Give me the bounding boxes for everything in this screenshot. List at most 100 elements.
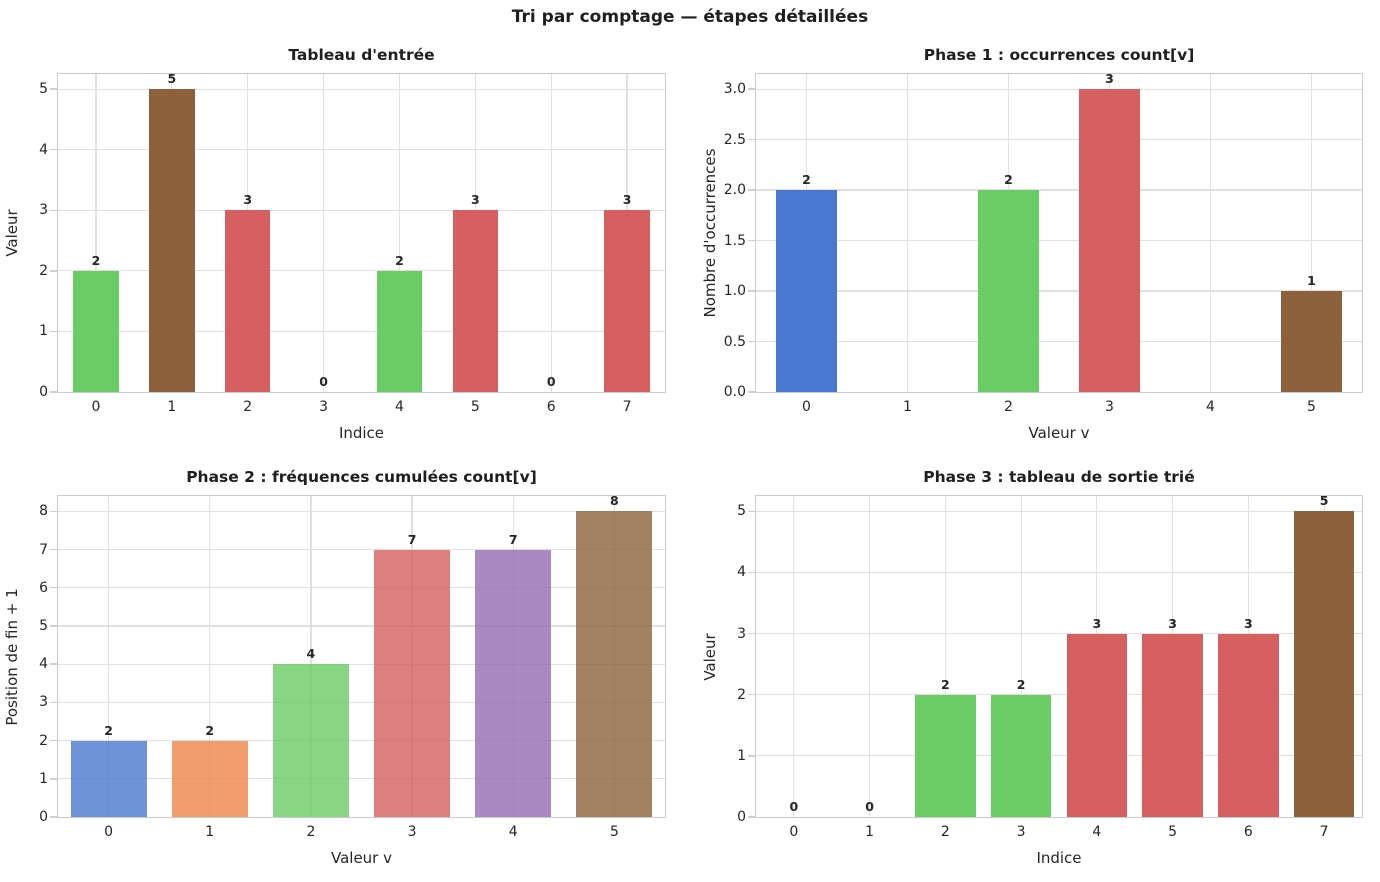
bar-value-label: 2: [1004, 172, 1013, 188]
gridline-vertical: [310, 496, 312, 817]
gridline-horizontal: [756, 88, 1362, 90]
y-tick-label: 0: [737, 809, 746, 825]
y-tick-label: 0: [39, 809, 48, 825]
bar: [73, 270, 119, 392]
y-tick-label: 1: [39, 770, 48, 787]
gridline-vertical: [944, 496, 946, 817]
x-tick-label: 7: [1319, 824, 1329, 840]
bar-value-label: 3: [1105, 71, 1114, 87]
axis-label-x: Indice: [1036, 849, 1082, 867]
x-tick-label: 4: [508, 824, 518, 840]
y-tick-mark: [50, 548, 57, 551]
gridline-horizontal: [58, 270, 665, 272]
gridline-horizontal: [756, 139, 1362, 141]
y-tick-label: 5: [737, 503, 746, 520]
bar-value-label: 0: [319, 374, 328, 389]
chart-phase1: Phase 1 : occurrences count[v] Nombre d'o…: [701, 46, 1363, 442]
gridline-vertical: [1310, 74, 1313, 392]
bar: [978, 190, 1039, 392]
gridline-horizontal: [58, 701, 665, 703]
bar: [776, 190, 837, 392]
y-tick-label: 0.5: [723, 333, 746, 350]
x-tick-label: 6: [546, 399, 556, 415]
gridline-horizontal: [58, 778, 665, 780]
y-tick-mark: [748, 239, 755, 242]
figure-title: Tri par comptage — étapes détaillées: [511, 7, 869, 27]
chart-title: Phase 2 : fréquences cumulées count[v]: [186, 468, 537, 486]
gridline-vertical: [209, 496, 211, 817]
y-tick-mark: [50, 586, 57, 589]
bar-value-label: 0: [789, 799, 799, 814]
y-tick-mark: [50, 88, 57, 90]
bar: [70, 740, 147, 817]
gridline-horizontal: [756, 755, 1362, 757]
y-tick-mark: [50, 148, 57, 151]
bar: [149, 89, 195, 392]
y-tick-mark: [748, 290, 755, 292]
gridline-horizontal: [58, 548, 665, 551]
gridline-vertical: [869, 496, 871, 817]
axis-label-x: Valeur v: [1028, 424, 1090, 442]
x-tick-label: 1: [167, 399, 177, 415]
bar: [604, 210, 650, 392]
y-tick-label: 0: [39, 384, 48, 400]
bar: [1218, 633, 1279, 817]
bar: [452, 210, 499, 392]
x-tick-label: 2: [1004, 399, 1013, 415]
bar: [576, 511, 653, 817]
bar-value-label: 2: [941, 676, 950, 692]
x-tick-label: 1: [205, 824, 215, 840]
y-tick-label: 1.5: [723, 232, 746, 249]
gridline-horizontal: [58, 510, 665, 512]
gridline-horizontal: [58, 209, 665, 211]
x-tick-label: 1: [903, 399, 912, 415]
y-tick-mark: [748, 571, 755, 574]
x-tick-label: 5: [1168, 824, 1178, 840]
x-tick-label: 2: [940, 824, 950, 840]
y-tick-label: 8: [39, 503, 48, 520]
bar: [990, 694, 1052, 817]
bar-value-label: 3: [470, 192, 480, 208]
y-tick-mark: [748, 88, 755, 90]
bar: [376, 270, 423, 392]
bar: [374, 549, 451, 817]
y-tick-label: 4: [39, 141, 48, 158]
gridline-horizontal: [756, 510, 1362, 512]
x-tick-label: 3: [1105, 399, 1114, 415]
gridline-vertical: [793, 496, 795, 817]
gridline-horizontal: [58, 739, 665, 742]
bar-value-label: 7: [508, 531, 518, 547]
gridline-horizontal: [756, 239, 1362, 242]
gridline-horizontal: [756, 694, 1362, 696]
bar-value-label: 5: [1319, 493, 1329, 509]
y-tick-label: 1: [737, 747, 746, 764]
y-tick-mark: [748, 816, 755, 818]
y-tick-mark: [748, 189, 755, 191]
gridline-horizontal: [58, 330, 665, 333]
gridline-horizontal: [756, 189, 1362, 191]
y-tick-label: 1.0: [723, 283, 746, 300]
bar: [1079, 89, 1140, 392]
y-tick-label: 2: [39, 732, 48, 749]
y-tick-label: 1: [39, 323, 48, 340]
y-tick-mark: [50, 330, 57, 333]
y-tick-mark: [748, 340, 755, 343]
bar-value-label: 3: [622, 192, 632, 208]
y-tick-mark: [50, 510, 57, 513]
y-tick-mark: [748, 755, 755, 757]
gridline-horizontal: [58, 663, 665, 665]
bar-value-label: 2: [205, 722, 215, 738]
bar-value-label: 1: [1307, 273, 1316, 289]
gridline-vertical: [1020, 496, 1022, 817]
y-tick-mark: [50, 391, 57, 393]
bar-value-label: 8: [610, 493, 619, 509]
gridline-vertical: [95, 74, 97, 392]
bar-value-label: 2: [1016, 676, 1026, 692]
y-tick-label: 3.0: [723, 81, 746, 98]
gridline-vertical: [550, 74, 552, 392]
bar-value-label: 2: [104, 722, 113, 738]
y-tick-mark: [748, 391, 755, 393]
gridline-vertical: [1209, 74, 1212, 392]
bar: [1293, 511, 1355, 817]
